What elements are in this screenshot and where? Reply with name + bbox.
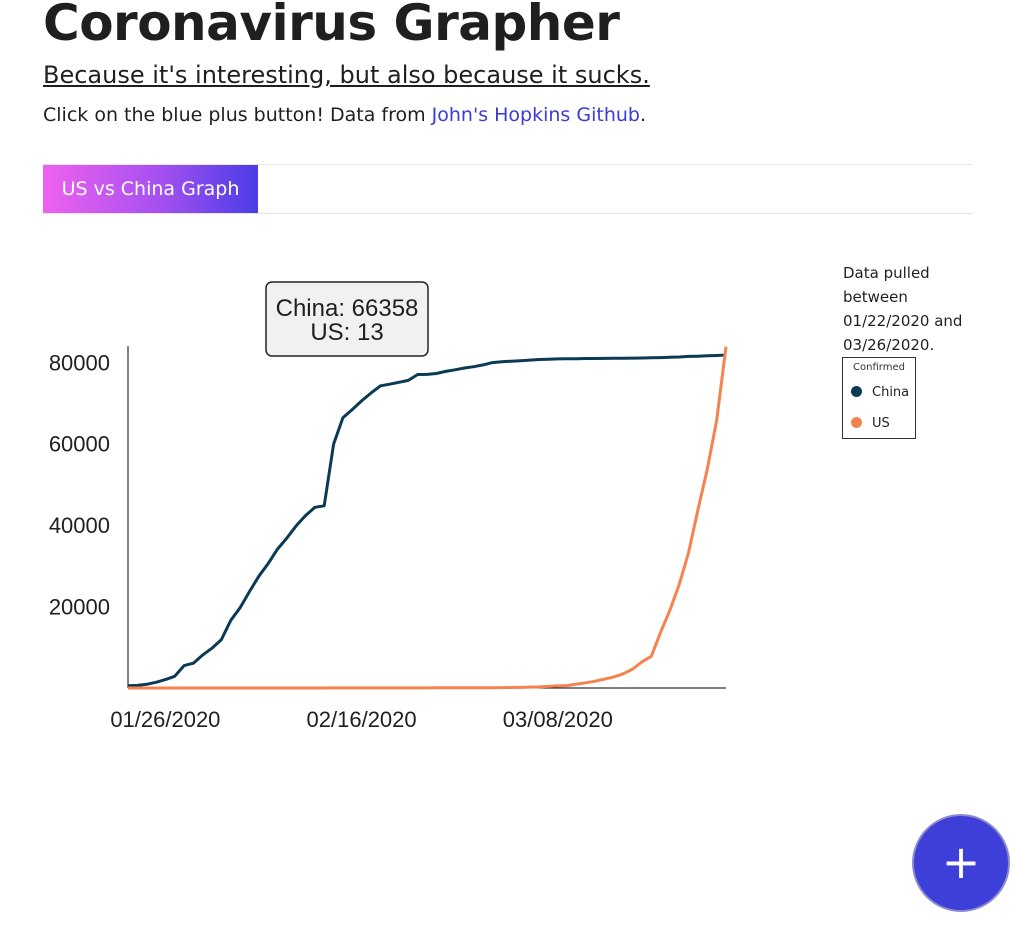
tab-bar: US vs China Graph [43, 164, 973, 214]
legend-label-us: US [872, 416, 890, 431]
page-subtitle: Because it's interesting, but also becau… [43, 61, 650, 89]
jhu-github-link[interactable]: John's Hopkins Github [431, 104, 640, 126]
intro-text-start: Click on the blue plus button! Data from [43, 104, 432, 126]
tooltip-box [265, 281, 429, 357]
tooltip-line-1: China: 66358 [276, 295, 419, 322]
series-line-us [128, 346, 728, 690]
x-tick-label: 02/16/2020 [307, 707, 417, 732]
tooltip-line-2: US: 13 [310, 319, 383, 346]
page-title: Coronavirus Grapher [43, 0, 620, 52]
legend-item-us: US [851, 416, 890, 431]
chart-tooltip: China: 66358 US: 13 [265, 281, 429, 357]
y-tick-label: 60000 [49, 432, 110, 457]
x-tick-label: 01/26/2020 [110, 707, 220, 732]
series-line-china [127, 353, 727, 688]
add-graph-button[interactable]: + [912, 814, 1010, 912]
legend-item-china: China [851, 385, 909, 400]
y-tick-label: 40000 [49, 513, 110, 538]
intro-text: Click on the blue plus button! Data from… [43, 104, 646, 126]
legend-dot-china [851, 386, 862, 397]
line-chart: 20000 40000 60000 80000 01/26/2020 02/16/202… [49, 281, 728, 732]
data-range-note: Data pulled between 01/22/2020 and 03/26… [843, 264, 963, 354]
legend-title: Confirmed [853, 362, 905, 373]
y-tick-label: 20000 [49, 595, 110, 620]
chart-legend: Confirmed China US [842, 357, 916, 439]
legend-dot-us [851, 417, 862, 428]
intro-text-end: . [639, 104, 647, 126]
plus-icon: + [941, 835, 981, 889]
x-tick-label: 03/08/2020 [503, 707, 613, 732]
tab-us-vs-china-graph[interactable]: US vs China Graph [43, 165, 258, 213]
y-tick-label: 80000 [49, 350, 110, 375]
legend-label-china: China [872, 385, 910, 400]
